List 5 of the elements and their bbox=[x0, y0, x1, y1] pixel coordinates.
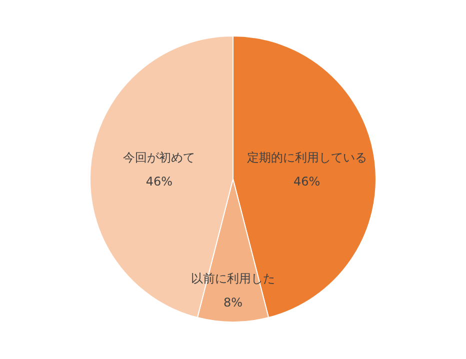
slice-label: 今回が初めて bbox=[123, 150, 196, 165]
slice-label: 定期的に利用している bbox=[246, 150, 367, 165]
data-label: 8% bbox=[223, 296, 243, 310]
data-label: 46% bbox=[146, 174, 173, 189]
data-label: 46% bbox=[293, 174, 320, 189]
